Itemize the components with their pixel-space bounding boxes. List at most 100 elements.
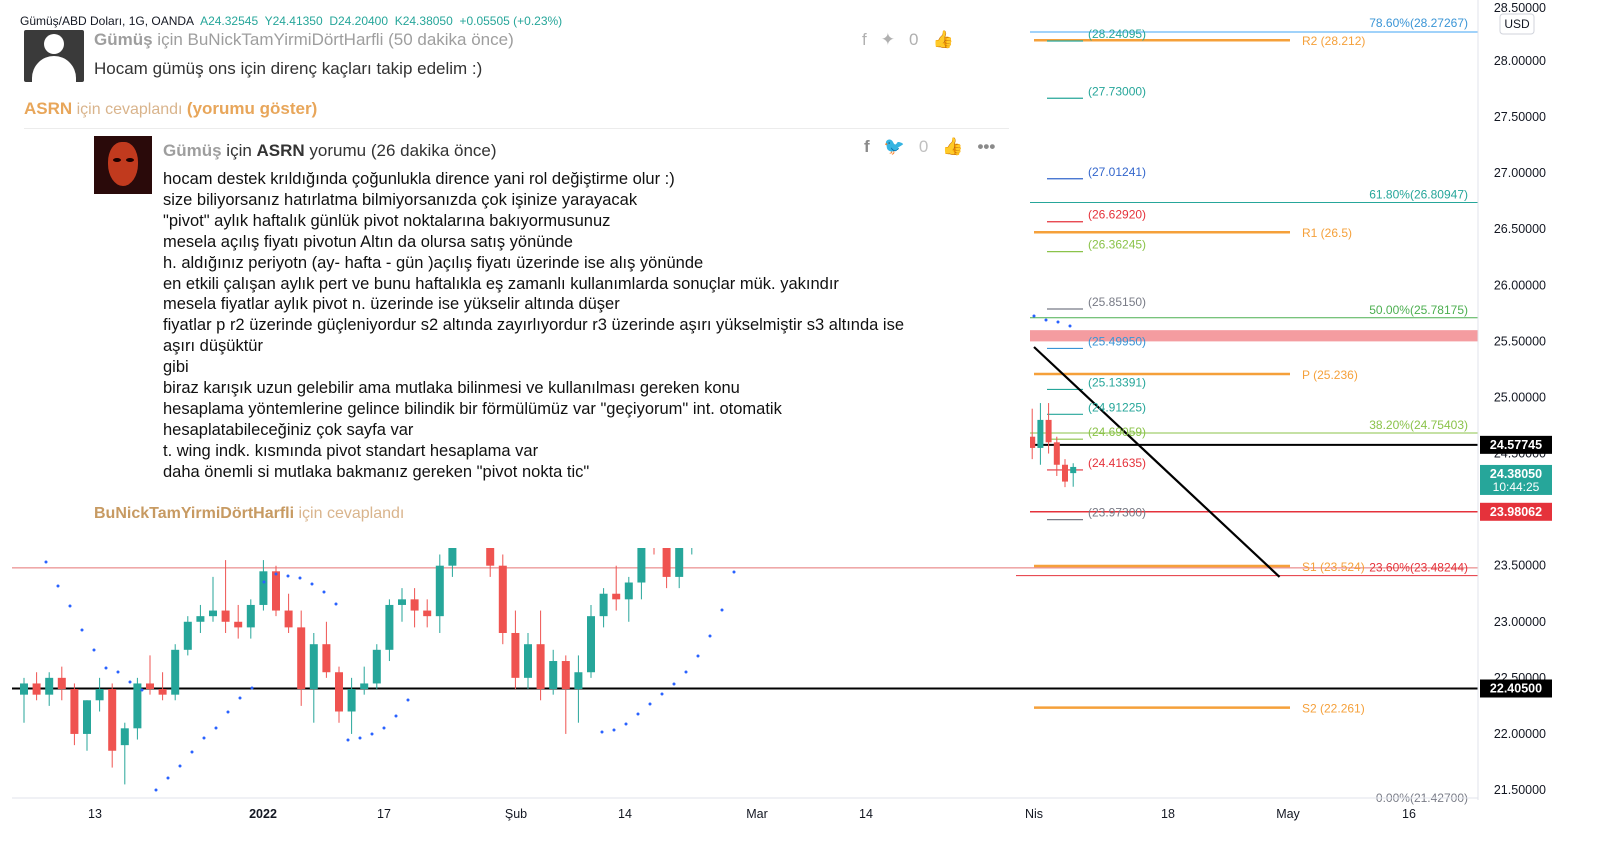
candle	[95, 677, 104, 712]
recent-candle	[1062, 459, 1068, 488]
recent-candle	[1037, 403, 1044, 465]
reply-indicator: ASRN için cevaplandı (yorumu göster)	[24, 99, 317, 119]
price-tick-label: 25.50000	[1494, 334, 1546, 348]
sar-dot	[80, 628, 84, 632]
candle-body	[410, 599, 419, 611]
time-tick-label: 14	[859, 807, 873, 821]
candle	[372, 644, 381, 690]
price-tag-label: (24.41635)	[1088, 456, 1146, 470]
time-tick-label: 2022	[249, 807, 277, 821]
candle	[624, 576, 633, 622]
show-comment-link[interactable]: (yorumu göster)	[186, 99, 318, 118]
candle-body	[385, 604, 394, 650]
sar-dot	[334, 602, 338, 606]
price-tag-label: (23.97300)	[1088, 506, 1146, 520]
candle-body	[524, 644, 532, 678]
price-tag-label: (26.36245)	[1088, 238, 1146, 252]
sar-dot	[262, 580, 266, 584]
price-tick-label: 25.00000	[1494, 390, 1546, 404]
comment-line: h. aldığınız periyotn (ay- hafta - gün )…	[163, 253, 704, 272]
sar-dot	[298, 576, 302, 580]
price-tick-label: 26.00000	[1494, 278, 1546, 292]
candle	[561, 655, 570, 734]
candle	[171, 644, 180, 701]
sar-dot	[214, 726, 218, 730]
candle	[322, 621, 331, 678]
candle	[360, 666, 369, 695]
time-tick-label: 13	[88, 807, 102, 821]
trendline[interactable]	[1033, 346, 1281, 578]
candle	[120, 722, 129, 785]
top-comment-text: Hocam gümüş ons için direnç kaçları taki…	[94, 59, 483, 78]
candle	[133, 677, 142, 740]
price-axis-label-bg	[1480, 679, 1552, 698]
sar-dot	[128, 680, 132, 684]
sar-dot	[140, 688, 144, 692]
comment-line: mesela açılış fiyatı pivotun Altın da ol…	[163, 232, 573, 251]
asrn-avatar-icon[interactable]	[94, 136, 152, 194]
sar-dot	[708, 634, 712, 638]
sar-dot	[720, 608, 724, 612]
candle	[398, 588, 406, 622]
candle	[536, 610, 545, 701]
main-comment-meta: yorumu (26 dakika önce)	[304, 141, 497, 160]
sar-dot	[250, 686, 254, 690]
main-comment-actions[interactable]: f 🐦 0 👍 •••	[864, 137, 1009, 157]
pivot-label: R1 (26.5)	[1302, 226, 1352, 240]
comment-line: mesela fiyatlar aylık pivot n. üzerinde …	[163, 295, 620, 314]
price-axis[interactable]: 28.00000 27.50000 27.00000 26.50000 26.00000…	[1477, 0, 1552, 800]
sar-dot	[612, 728, 616, 732]
sar-dot	[624, 722, 628, 726]
comment-line: gibi	[163, 358, 189, 377]
candle-body	[32, 683, 41, 695]
twitter-icon[interactable]: 🐦	[883, 137, 905, 156]
candle-body	[1070, 466, 1077, 474]
reply-text: için cevaplandı	[72, 101, 187, 118]
main-comment-instrument[interactable]: Gümüş	[163, 141, 222, 160]
candle	[335, 666, 343, 723]
comment-line: "pivot" aylık haftalık günlük pivot nokt…	[163, 211, 611, 230]
top-comment-actions[interactable]: f ✦ 0 👍	[862, 30, 968, 50]
reply-main-user[interactable]: BuNickTamYirmiDörtHarfli	[94, 505, 295, 522]
sar-dot	[1068, 324, 1072, 328]
sar-dot	[56, 584, 60, 588]
price-tick-label: 26.50000	[1494, 222, 1546, 236]
like-count: 0	[908, 30, 919, 49]
facebook-icon[interactable]: f	[862, 30, 867, 49]
candle	[246, 599, 255, 639]
currency-button[interactable]	[1499, 13, 1535, 35]
candle-body	[587, 616, 595, 673]
recent-candle	[1045, 403, 1052, 454]
facebook-icon[interactable]: f	[864, 137, 870, 156]
sar-dot	[732, 570, 736, 574]
price-tick-label: 21.50000	[1494, 783, 1546, 797]
recent-candle	[1070, 463, 1077, 487]
more-options-icon[interactable]: •••	[977, 137, 996, 156]
sar-dot	[1056, 320, 1060, 324]
candle-body	[272, 571, 280, 611]
candle-body	[196, 616, 205, 622]
main-comment-for: için	[221, 141, 257, 160]
thumbs-up-icon[interactable]: 👍	[942, 137, 964, 156]
price-tag-label: (26.62920)	[1088, 208, 1146, 222]
candle-body	[120, 728, 129, 746]
sar-dot	[286, 574, 290, 578]
sar-dot	[226, 710, 230, 714]
thumbs-up-icon[interactable]: 👍	[932, 30, 954, 49]
twitter-icon[interactable]: ✦	[880, 30, 895, 49]
candle	[259, 560, 268, 611]
fib-level-label: 23.60%(23.48244)	[1369, 561, 1468, 575]
candle-body	[234, 621, 243, 628]
user-avatar-icon[interactable]	[24, 30, 84, 82]
time-axis[interactable]: 13 2022 17 Şub 14 Mar 14 Nis 18 May 16	[12, 797, 1478, 821]
price-tag-label: (25.13391)	[1088, 375, 1146, 389]
candle-body	[297, 627, 306, 690]
main-comment-user[interactable]: ASRN	[256, 141, 305, 160]
candle	[146, 655, 154, 695]
reply-user[interactable]: ASRN	[24, 99, 73, 118]
top-comment-instrument[interactable]: Gümüş	[94, 30, 153, 49]
symbol-legend[interactable]: Gümüş/ABD Doları, 1G, OANDA A24.32545 Y2…	[20, 14, 562, 28]
candle-body	[133, 683, 142, 729]
divider	[24, 128, 1009, 129]
candle	[347, 677, 356, 734]
